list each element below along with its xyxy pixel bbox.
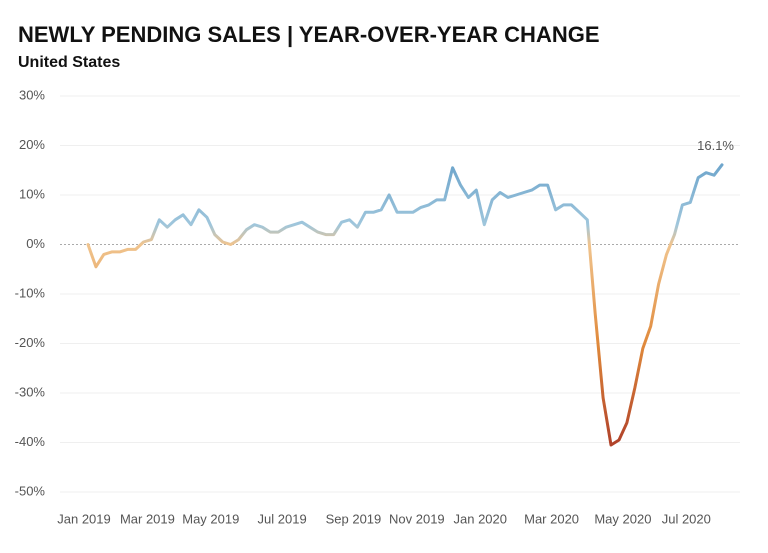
x-tick-label: Mar 2020: [524, 511, 579, 526]
y-tick-label: 30%: [19, 87, 45, 102]
y-tick-label: -30%: [15, 384, 46, 399]
value-label: 16.1%: [697, 138, 734, 153]
y-tick-label: 20%: [19, 137, 45, 152]
y-tick-label: -20%: [15, 335, 46, 350]
chart-subtitle: United States: [18, 54, 120, 71]
x-tick-label: Jul 2019: [258, 511, 307, 526]
chart-title: NEWLY PENDING SALES | YEAR-OVER-YEAR CHA…: [18, 22, 600, 47]
y-tick-label: -50%: [15, 483, 46, 498]
data-line: [86, 163, 724, 447]
x-tick-label: Jan 2020: [454, 511, 508, 526]
x-tick-label: Sep 2019: [326, 511, 382, 526]
x-tick-label: Mar 2019: [120, 511, 175, 526]
x-tick-label: May 2020: [594, 511, 651, 526]
y-tick-label: -40%: [15, 434, 46, 449]
x-tick-label: Nov 2019: [389, 511, 445, 526]
y-tick-label: 0%: [26, 236, 45, 251]
x-tick-label: Jan 2019: [57, 511, 111, 526]
x-tick-label: May 2019: [182, 511, 239, 526]
y-tick-label: 10%: [19, 186, 45, 201]
y-tick-label: -10%: [15, 285, 46, 300]
x-tick-label: Jul 2020: [662, 511, 711, 526]
